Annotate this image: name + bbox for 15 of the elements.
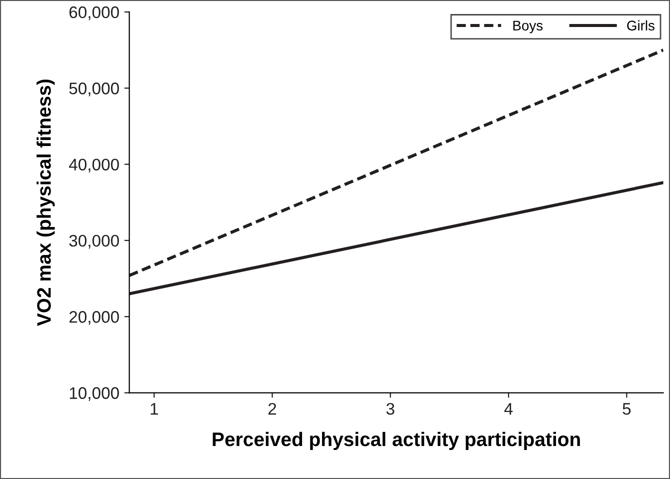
x-tick-label: 4 — [504, 403, 513, 415]
y-axis-title: VO2 max (physical fitness) — [36, 80, 55, 326]
y-tick-label: 40,000 — [69, 158, 119, 172]
legend-label: Boys — [513, 20, 543, 34]
x-axis-title: Perceived physical activity participation — [212, 432, 580, 450]
x-tick-label: 2 — [268, 402, 276, 415]
y-tick-label: 60,000 — [69, 6, 119, 20]
legend-label: Girls — [627, 20, 654, 31]
x-tick-label: 3 — [386, 402, 394, 415]
y-tick-label: 20,000 — [69, 311, 119, 325]
x-tick-label: 1 — [150, 403, 158, 415]
x-tick-label: 5 — [622, 403, 631, 415]
y-tick-label: 30,000 — [69, 234, 119, 249]
y-tick-label: 10,000 — [70, 387, 119, 401]
y-tick-label: 50,000 — [69, 82, 119, 96]
